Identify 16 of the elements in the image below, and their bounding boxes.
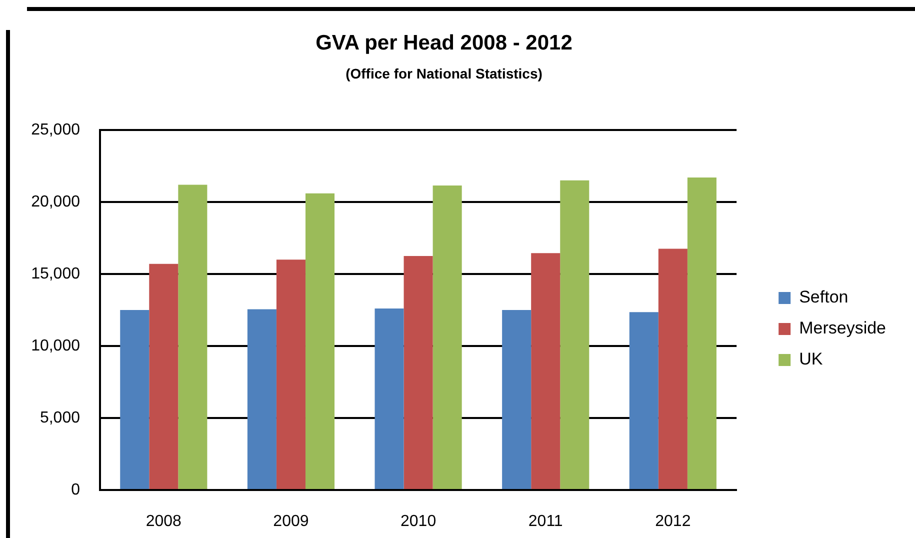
x-tick-label: 2012 (655, 513, 691, 530)
x-tick-label: 2008 (146, 513, 182, 530)
y-tick-label: 15,000 (31, 265, 80, 282)
y-tick-label: 0 (71, 481, 80, 498)
y-tick-label: 20,000 (31, 193, 80, 210)
chart-title: GVA per Head 2008 - 2012 (316, 31, 572, 54)
y-tick-label: 10,000 (31, 337, 80, 354)
legend-label: Merseyside (799, 318, 886, 338)
y-tick-label: 5,000 (40, 409, 80, 426)
legend-label: UK (799, 350, 824, 369)
legend-label: Sefton (799, 288, 848, 307)
x-tick-label: 2011 (528, 513, 563, 530)
x-tick-label: 2009 (273, 513, 309, 530)
chart-subtitle: (Office for National Statistics) (346, 65, 542, 82)
y-tick-label: 25,000 (31, 121, 80, 138)
x-tick-label: 2010 (400, 513, 436, 530)
